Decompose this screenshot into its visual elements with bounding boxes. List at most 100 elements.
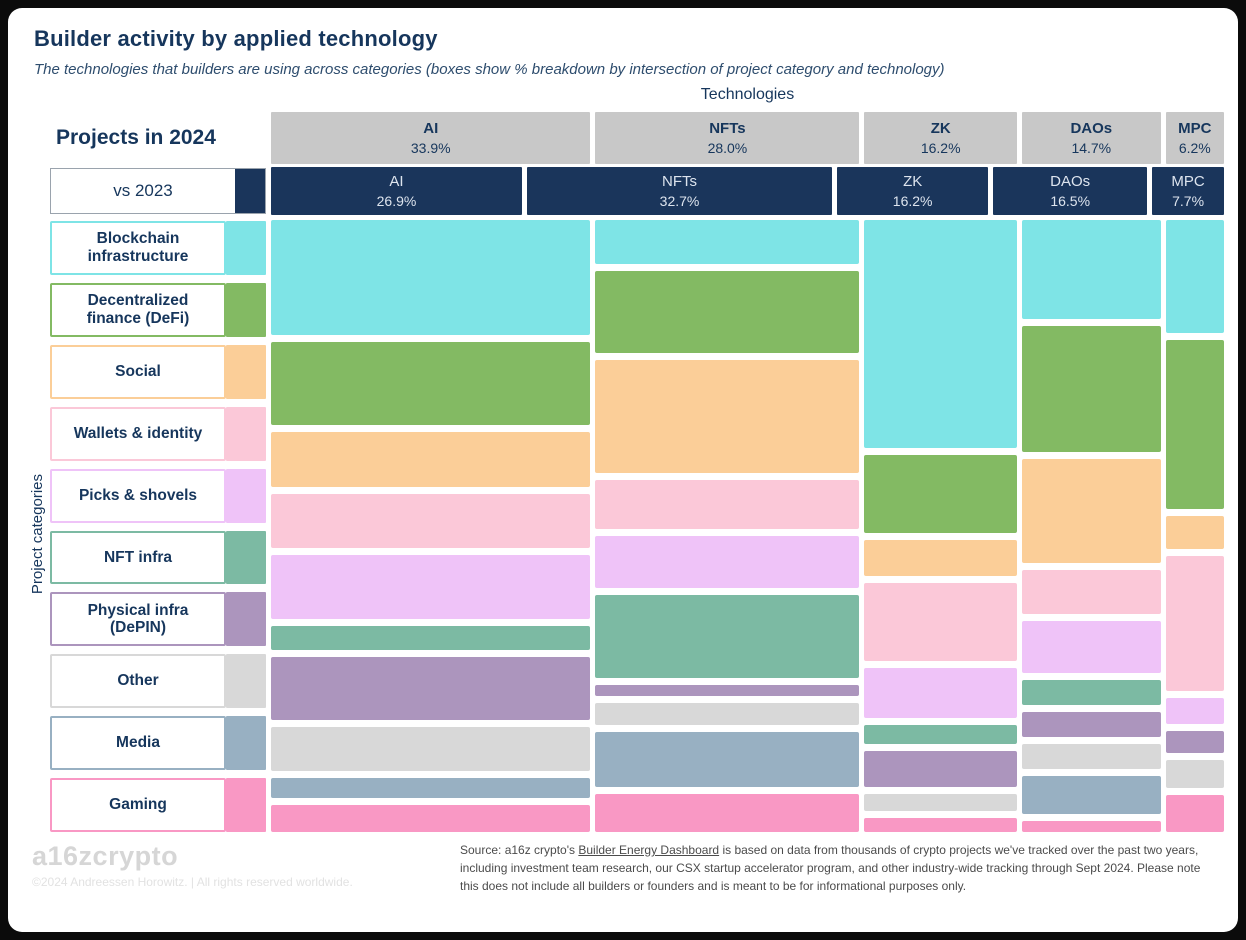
cell-mpc-blockchain-infrastructure — [1165, 220, 1224, 333]
tech-2023-zk-name: ZK — [903, 173, 923, 191]
cell-daos-picks-shovels — [1022, 621, 1161, 674]
source-suffix: is based on data from thousands of crypt… — [460, 843, 1201, 893]
tech-2023-daos: DAOs 16.5% — [993, 167, 1148, 215]
tech-2024-nfts-name: NFTs — [709, 120, 746, 138]
chart-subtitle: The technologies that builders are using… — [34, 61, 945, 78]
cell-daos-physical-infra-depin — [1022, 712, 1161, 737]
category-swatch-nft-infra — [226, 530, 266, 585]
cell-daos-blockchain-infrastructure — [1022, 220, 1161, 319]
category-swatch-media — [226, 716, 266, 771]
tech-2023-zk: ZK 16.2% — [837, 167, 989, 215]
tech-2024-daos-name: DAOs — [1070, 120, 1113, 138]
category-label-blockchain-infrastructure: Blockchain infrastructure — [50, 221, 266, 275]
category-label-social: Social — [50, 344, 266, 399]
cell-nfts-gaming — [595, 793, 860, 832]
cell-daos-defi — [1022, 325, 1161, 453]
mosaic-column-nfts — [595, 220, 860, 832]
tech-2024-zk-pct: 16.2% — [920, 139, 961, 156]
cell-mpc-picks-shovels — [1165, 698, 1224, 724]
copyright-text: ©2024 Andreessen Horowitz. | All rights … — [32, 875, 353, 889]
category-label-text-media: Media — [50, 716, 226, 771]
category-swatch-physical-infra-depin — [226, 592, 266, 647]
cell-zk-physical-infra-depin — [864, 751, 1018, 788]
cell-daos-social — [1022, 459, 1161, 564]
tech-2023-zk-pct: 16.2% — [892, 192, 933, 209]
category-label-text-wallets-identity: Wallets & identity — [50, 406, 226, 461]
builder-energy-dashboard-link[interactable]: Builder Energy Dashboard — [578, 843, 720, 857]
cell-ai-media — [271, 778, 591, 798]
cell-ai-other — [271, 727, 591, 772]
mosaic-plot — [271, 220, 1224, 833]
tech-2024-mpc-pct: 6.2% — [1178, 139, 1211, 156]
tech-2023-ai: AI 26.9% — [271, 167, 522, 215]
category-label-other: Other — [50, 654, 266, 709]
mosaic-column-ai — [271, 220, 591, 833]
category-label-text-social: Social — [50, 344, 226, 399]
cell-nfts-blockchain-infrastructure — [595, 220, 860, 264]
cell-nfts-physical-infra-depin — [595, 684, 860, 696]
cell-nfts-other — [595, 702, 860, 725]
source-note: Source: a16z crypto's Builder Energy Das… — [460, 841, 1224, 895]
category-label-nft-infra: NFT infra — [50, 530, 266, 585]
tech-header-2024: AI 33.9% NFTs 28.0% ZK 16.2% DAOs 14.7% MPC 6.2% — [271, 112, 1224, 164]
cell-nfts-nft-infra — [595, 595, 860, 678]
cell-nfts-social — [595, 360, 860, 473]
y-axis-title: Project categories — [28, 473, 46, 595]
cell-ai-wallets-identity — [271, 493, 591, 549]
tech-2024-nfts-pct: 28.0% — [707, 139, 748, 156]
cell-ai-gaming — [271, 804, 591, 833]
category-swatch-wallets-identity — [226, 406, 266, 461]
cell-zk-other — [864, 794, 1018, 812]
cell-mpc-other — [1165, 760, 1224, 789]
tech-2024-ai-name: AI — [423, 120, 439, 138]
category-label-physical-infra-depin: Physical infra (DePIN) — [50, 592, 266, 647]
tech-2024-zk-name: ZK — [930, 120, 951, 138]
cell-nfts-picks-shovels — [595, 536, 860, 589]
cell-daos-gaming — [1022, 821, 1161, 832]
chart-body: Project categories Projects in 2024 vs 2… — [24, 86, 1224, 833]
category-labels: Blockchain infrastructure Decentralized f… — [50, 221, 266, 833]
mosaic-column-daos — [1022, 220, 1161, 832]
tech-2024-mpc: MPC 6.2% — [1165, 112, 1224, 164]
cell-zk-social — [864, 539, 1018, 576]
cell-daos-other — [1022, 743, 1161, 769]
category-label-gaming: Gaming — [50, 778, 266, 833]
chart-title: Builder activity by applied technology — [34, 26, 438, 51]
mosaic-column-zk — [864, 220, 1018, 833]
x-axis-title: Technologies — [700, 86, 795, 103]
tech-2024-zk: ZK 16.2% — [864, 112, 1018, 164]
category-label-text-gaming: Gaming — [50, 778, 226, 833]
tech-2023-daos-name: DAOs — [1050, 173, 1091, 191]
cell-nfts-wallets-identity — [595, 479, 860, 530]
category-swatch-picks-shovels — [226, 468, 266, 523]
cell-zk-defi — [864, 454, 1018, 533]
vs-2023-swatch — [235, 169, 265, 213]
cell-daos-nft-infra — [1022, 680, 1161, 706]
tech-2023-daos-pct: 16.5% — [1050, 192, 1091, 209]
cell-ai-social — [271, 431, 591, 487]
tech-2023-ai-name: AI — [389, 173, 404, 191]
cell-zk-gaming — [864, 818, 1018, 833]
row-label-column: Projects in 2024 vs 2023 Blockchain infr… — [50, 86, 266, 833]
category-swatch-gaming — [226, 778, 266, 833]
category-swatch-other — [226, 654, 266, 709]
category-swatch-defi — [226, 282, 266, 337]
cell-zk-picks-shovels — [864, 667, 1018, 718]
category-label-text-other: Other — [50, 654, 226, 709]
category-label-text-picks-shovels: Picks & shovels — [50, 468, 226, 523]
category-swatch-social — [226, 344, 266, 399]
tech-2023-mpc-name: MPC — [1171, 173, 1205, 191]
tech-2024-ai: AI 33.9% — [271, 112, 591, 164]
tech-2024-daos-pct: 14.7% — [1071, 139, 1112, 156]
cell-nfts-media — [595, 731, 860, 787]
tech-header-2023: AI 26.9% NFTs 32.7% ZK 16.2% DAOs 16.5% MPC 7.7% — [271, 167, 1224, 215]
tech-2024-ai-pct: 33.9% — [410, 139, 451, 156]
cell-zk-nft-infra — [864, 724, 1018, 745]
cell-daos-wallets-identity — [1022, 570, 1161, 615]
cell-ai-blockchain-infrastructure — [271, 220, 591, 336]
category-label-defi: Decentralized finance (DeFi) — [50, 282, 266, 337]
category-label-media: Media — [50, 716, 266, 771]
cell-zk-blockchain-infrastructure — [864, 220, 1018, 448]
footer: a16zcrypto ©2024 Andreessen Horowitz. | … — [24, 841, 1224, 895]
cell-ai-physical-infra-depin — [271, 657, 591, 721]
